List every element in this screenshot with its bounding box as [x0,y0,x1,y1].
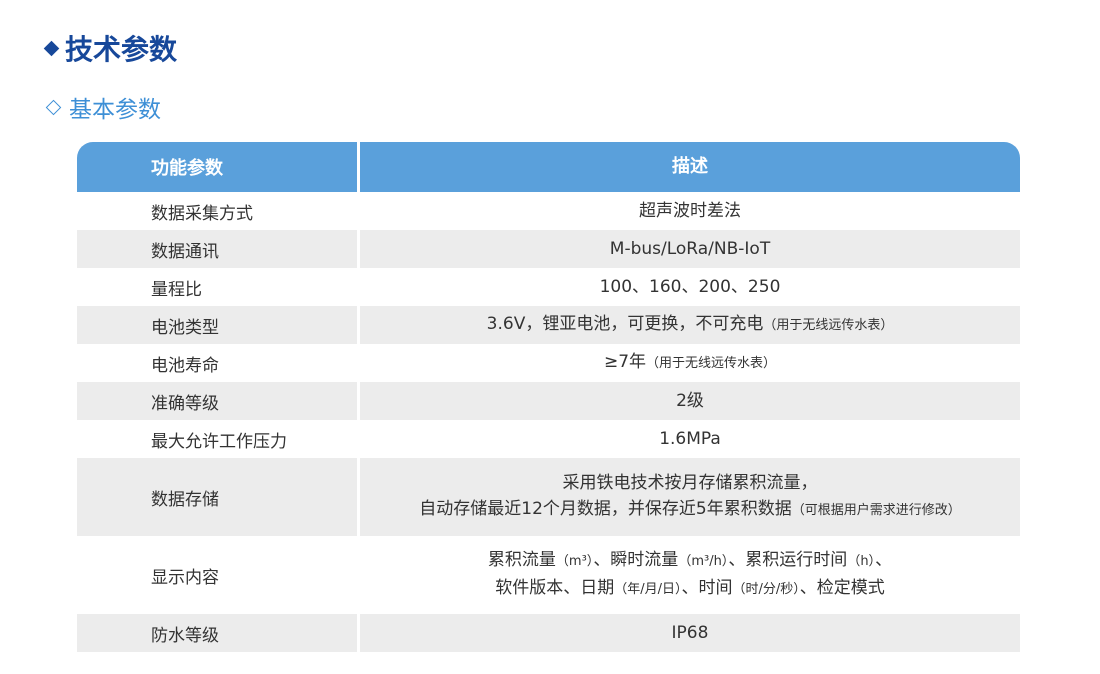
description-cell: 3.6V，锂亚电池，可更换，不可充电（用于无线远传水表） [360,306,1020,344]
description-text: 100、160、200、250 [599,277,781,297]
note-text: （时/分/秒） [732,582,800,597]
description-cell: M-bus/LoRa/NB-IoT [360,230,1020,268]
param-cell: 显示内容 [151,567,219,588]
table: 功能参数 描述 数据采集方式 超声波时差法数据通讯 M-bus/LoRa/NB-Io… [77,142,1020,652]
param-cell: 数据通讯 [77,230,357,268]
subtitle: 基本参数 [69,97,161,123]
note-text: （h） [847,554,876,569]
table-row: 数据采集方式 超声波时差法 [77,192,1020,230]
description-text: 3.6V，锂亚电池，可更换，不可充电 [486,314,764,334]
description-line: 超声波时差法 [639,198,741,224]
description-line: 2级 [676,388,704,414]
diamond-outline-icon [45,99,62,115]
description-line: M-bus/LoRa/NB-IoT [610,236,770,262]
param-cell: 数据存储 [77,458,357,536]
param-cell: 量程比 [151,279,202,300]
param-cell: 电池寿命 [151,355,219,376]
description-line: 采用铁电技术按月存储累积流量， [563,470,818,496]
description-cell: 2级 [360,382,1020,420]
description-text: IP68 [671,623,709,643]
table-row: 准确等级 2级 [77,382,1020,420]
description-text: ≥7年 [603,352,647,372]
header-cell: 描述 [357,142,1020,192]
description-text: M-bus/LoRa/NB-IoT [609,239,771,259]
description-text: 软件版本、日期 [495,578,615,598]
table-row: 电池类型 3.6V，锂亚电池，可更换，不可充电（用于无线远传水表） [77,306,1020,344]
note-text: （可根据用户需求进行修改） [791,503,961,518]
description-cell: 采用铁电技术按月存储累积流量， 自动存储最近12个月数据，并保存近5年累积数据（可… [360,458,1020,536]
param-cell: 电池类型 [77,306,357,344]
description-text: 采用铁电技术按月存储累积流量， [562,473,818,493]
description-cell: 累积流量（m³）、瞬时流量（m³/h）、累积运行时间（h）、 软件版本、日期（年/… [360,536,1020,614]
note-text: （m³/h） [678,554,729,569]
description-cell: 1.6MPa [360,420,1020,458]
description-text: 、瞬时流量 [593,550,679,570]
description-text: 累积流量 [487,550,556,570]
description-text: 、 [875,550,893,570]
description-line: 自动存储最近12个月数据，并保存近5年累积数据（可根据用户需求进行修改） [419,496,960,524]
description-text: 、累积运行时间 [728,550,848,570]
note-text: （m³） [555,554,594,569]
param-cell: 数据采集方式 [151,203,253,224]
table-row: 量程比 100、160、200、250 [77,268,1020,306]
param-cell: 准确等级 [77,382,357,420]
description-line: 1.6MPa [659,426,721,452]
description-text: 2级 [676,391,704,411]
description-text: 、检定模式 [799,578,885,598]
description-line: ≥7年（用于无线远传水表） [604,349,776,377]
note-text: （用于无线远传水表） [646,356,777,371]
description-cell: IP68 [360,614,1020,652]
param-cell: 最大允许工作压力 [151,431,287,452]
table-row: 最大允许工作压力 1.6MPa [77,420,1020,458]
title: 技术参数 [65,33,178,66]
table-row: 数据通讯 M-bus/LoRa/NB-IoT [77,230,1020,268]
description-text: 超声波时差法 [639,201,741,221]
description-line: 100、160、200、250 [600,274,781,300]
table-row: 显示内容 累积流量（m³）、瞬时流量（m³/h）、累积运行时间（h）、 软件版本、日… [77,536,1020,614]
table-row: 数据存储 采用铁电技术按月存储累积流量， 自动存储最近12个月数据，并保存近5年累积… [77,458,1020,536]
description-cell: ≥7年（用于无线远传水表） [360,344,1020,382]
note-text: （用于无线远传水表） [763,318,894,333]
title-block: 技术参数 [43,28,178,68]
diamond-icon [43,40,60,56]
description-text: 1.6MPa [659,429,721,449]
subtitle-block: 基本参数 [45,90,161,124]
description-text: 自动存储最近12个月数据，并保存近5年累积数据 [419,499,792,519]
description-line: IP68 [672,620,709,646]
table-row: 防水等级 IP68 [77,614,1020,652]
description-line: 3.6V，锂亚电池，可更换，不可充电（用于无线远传水表） [487,311,894,339]
header-cell: 功能参数 [151,158,223,179]
note-text: （年/月/日） [614,582,682,597]
description-line: 累积流量（m³）、瞬时流量（m³/h）、累积运行时间（h）、 [488,547,892,575]
description-cell: 超声波时差法 [360,192,1020,230]
description-line: 软件版本、日期（年/月/日）、时间（时/分/秒）、检定模式 [495,575,885,603]
description-text: 、时间 [681,578,733,598]
table-header: 功能参数 描述 [77,142,1020,192]
table-row: 电池寿命 ≥7年（用于无线远传水表） [77,344,1020,382]
description-cell: 100、160、200、250 [360,268,1020,306]
param-cell: 防水等级 [77,614,357,652]
